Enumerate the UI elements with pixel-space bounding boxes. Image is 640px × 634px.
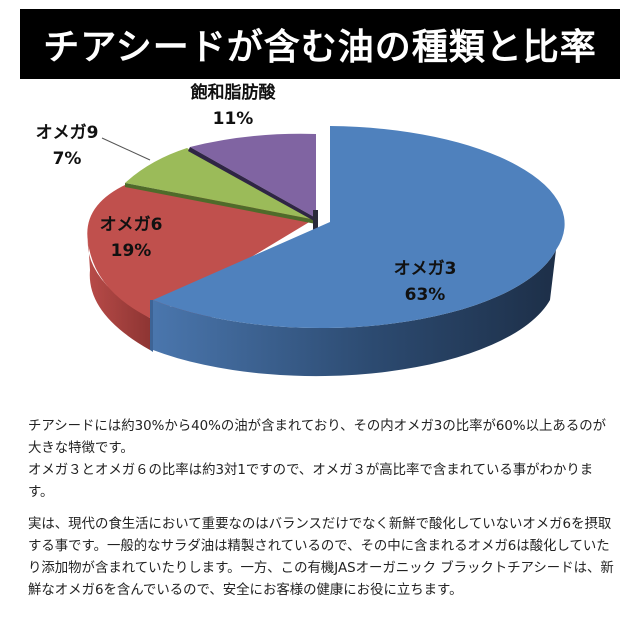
description-paragraph-1: チアシードには約30%から40%の油が含まれており、その内オメガ3の比率が60%…	[28, 416, 618, 504]
label-omega3: オメガ3 63%	[380, 256, 470, 308]
slice-omega9	[125, 148, 316, 220]
label-omega9-value: 7%	[52, 149, 82, 169]
label-omega6-name: オメガ6	[99, 215, 163, 235]
omega9-leader-line	[101, 137, 151, 161]
label-omega3-value: 63%	[404, 285, 446, 305]
label-saturated-fat: 飽和脂肪酸 11%	[178, 80, 288, 132]
slice-saturated-fat	[190, 133, 316, 218]
description-line-1: チアシードには約30%から40%の油が含まれており、その内オメガ3の比率が60%…	[28, 419, 606, 456]
description-paragraph-2-text: 実は、現代の食生活において重要なのはバランスだけでなく新鮮で酸化していないオメガ…	[28, 517, 614, 598]
slice-omega6	[87, 184, 316, 318]
label-omega6: オメガ6 19%	[86, 212, 176, 264]
pie-chart-graphic	[87, 126, 565, 377]
title-banner: チアシードが含む油の種類と比率	[20, 9, 620, 79]
label-omega6-value: 19%	[110, 241, 152, 261]
label-saturated-fat-value: 11%	[212, 109, 254, 129]
description-line-2: オメガ３とオメガ６の比率は約3対1ですので、オメガ３が高比率で含まれている事がわ…	[28, 463, 594, 500]
label-omega3-name: オメガ3	[393, 259, 457, 279]
page-title: チアシードが含む油の種類と比率	[43, 27, 597, 68]
slice-omega3	[153, 126, 565, 329]
label-omega9: オメガ9 7%	[22, 120, 112, 172]
label-saturated-fat-name: 飽和脂肪酸	[190, 83, 276, 103]
description-paragraph-2: 実は、現代の食生活において重要なのはバランスだけでなく新鮮で酸化していないオメガ…	[28, 514, 618, 602]
label-omega9-name: オメガ9	[35, 123, 99, 143]
slice-omega3-side	[153, 250, 556, 377]
slice-omega6-side	[87, 238, 150, 350]
pie-omega3-group	[150, 126, 565, 377]
pie-chart: 飽和脂肪酸 11% オメガ9 7% オメガ6 19% オメガ3 63%	[0, 80, 640, 410]
